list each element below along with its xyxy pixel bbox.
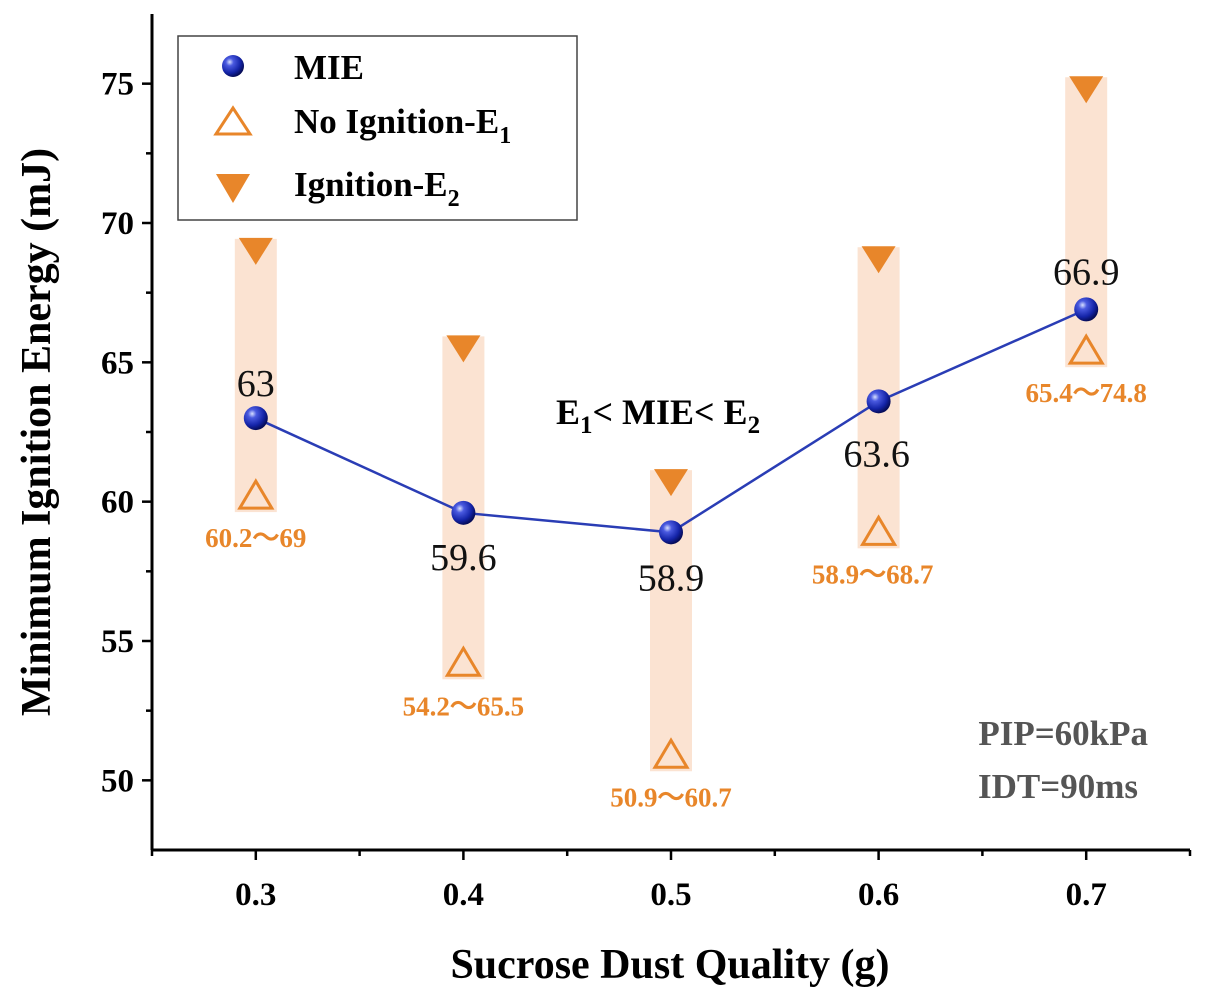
e2-point — [861, 246, 896, 274]
annot-e1: E — [556, 392, 580, 432]
e2-point — [654, 469, 688, 497]
x-tick-label: 0.6 — [858, 877, 899, 913]
x-tick-label: 0.4 — [443, 877, 484, 913]
mie-point — [659, 520, 683, 545]
e2-point — [446, 335, 481, 363]
mie-markers — [243, 297, 1099, 545]
legend-e1-marker — [213, 105, 253, 136]
mie-labels: 63 59.6 58.9 63.6 66.9 — [237, 251, 1120, 599]
legend-mie-label: MIE — [294, 48, 364, 87]
y-axis-title: Minimum Ignition Energy (mJ) — [14, 148, 60, 716]
e1-point — [237, 478, 275, 510]
mie-value-label: 63 — [237, 363, 275, 405]
annot-sub1: 1 — [580, 412, 593, 439]
y-tick-label: 65 — [101, 345, 134, 381]
x-ticks: 0.3 0.4 0.5 0.6 0.7 — [150, 850, 1192, 913]
e1-markers — [237, 333, 1105, 769]
legend: MIE No Ignition-E1 Ignition-E2 — [177, 35, 578, 221]
mie-point — [866, 389, 891, 414]
legend-e2-text: Ignition-E — [294, 165, 448, 204]
annot-mid: < MIE< E — [593, 392, 748, 432]
x-tick-label: 0.3 — [235, 877, 276, 913]
y-tick-label: 70 — [101, 206, 134, 242]
mie-value-label: 59.6 — [430, 537, 497, 579]
mie-value-label: 58.9 — [638, 557, 705, 599]
e1-point — [859, 514, 898, 546]
range-label: 54.2～65.5 — [403, 691, 525, 721]
mie-point — [243, 406, 268, 431]
legend-e1-subscript: 1 — [499, 123, 511, 149]
range-label: 58.9～68.7 — [812, 559, 934, 589]
legend-e2-marker — [216, 174, 250, 203]
e1-point — [652, 737, 690, 769]
e2-point — [1069, 76, 1104, 104]
legend-e2-label: Ignition-E2 — [294, 165, 460, 212]
range-label: 50.9～60.7 — [610, 782, 732, 812]
range-labels: 60.2～69 54.2～65.5 50.9～60.7 58.9～68.7 65.4～7… — [205, 378, 1147, 812]
legend-e2-subscript: 2 — [448, 186, 460, 212]
inequality-annotation: E1< MIE< E2 — [556, 392, 760, 439]
y-tick-label: 75 — [101, 67, 134, 103]
e2-markers — [238, 76, 1104, 497]
mie-value-label: 63.6 — [843, 433, 910, 475]
y-ticks: 50 55 60 65 70 75 — [101, 67, 152, 799]
e1-point — [1067, 333, 1105, 365]
mie-point — [1074, 297, 1099, 322]
y-tick-label: 55 — [101, 624, 134, 660]
e2-point — [238, 237, 273, 265]
range-band — [650, 470, 692, 772]
range-label: 60.2～69 — [205, 523, 306, 553]
condition-pip: PIP=60kPa — [978, 714, 1148, 753]
condition-idt: IDT=90ms — [978, 767, 1138, 806]
legend-e1-label: No Ignition-E1 — [294, 102, 511, 149]
y-tick-label: 60 — [101, 485, 134, 521]
range-label: 65.4～74.8 — [1025, 378, 1147, 408]
legend-e1-text: No Ignition-E — [294, 102, 499, 141]
annot-sub2: 2 — [748, 412, 761, 439]
e1-point — [444, 645, 483, 677]
mie-point — [451, 500, 476, 525]
y-tick-label: 50 — [101, 763, 134, 799]
range-band — [234, 238, 277, 513]
range-band — [1065, 77, 1108, 368]
x-tick-label: 0.5 — [650, 877, 691, 913]
legend-mie-marker — [222, 55, 244, 77]
x-axis-title: Sucrose Dust Quality (g) — [450, 942, 889, 988]
x-tick-label: 0.7 — [1066, 877, 1107, 913]
mie-value-label: 66.9 — [1053, 251, 1120, 293]
